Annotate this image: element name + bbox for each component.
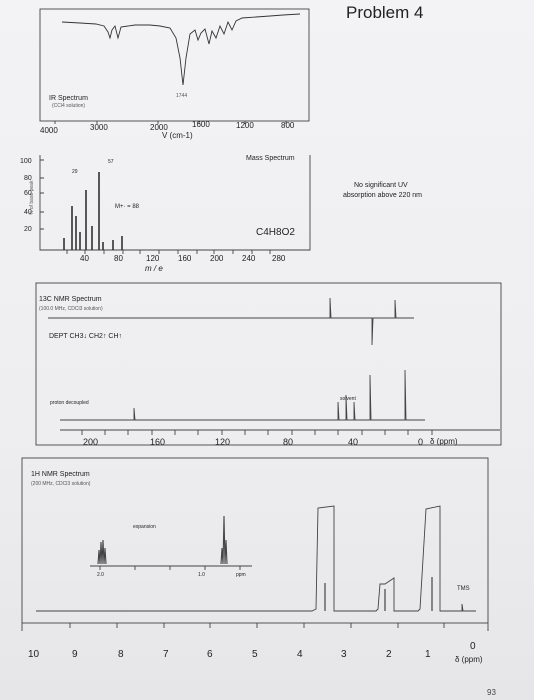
- page-number: 93: [487, 688, 496, 697]
- ir-label: IR Spectrum: [49, 95, 88, 102]
- ir-tick: 2000: [150, 123, 168, 132]
- ir-tick: 4000: [40, 126, 58, 135]
- c13-tick: 120: [215, 437, 231, 447]
- mass-frame: [39, 155, 311, 251]
- c13-tick: 0: [418, 437, 424, 447]
- c13-solvent: solvent: [340, 396, 356, 402]
- problem-title: Problem 4: [346, 3, 424, 22]
- c13-decoupled-trace: [60, 369, 425, 421]
- mass-y-tick: 80: [24, 175, 32, 182]
- h1-tick: 3: [341, 649, 347, 660]
- h1-tick: 10: [28, 649, 40, 660]
- mass-formula: C4H8O2: [256, 227, 295, 238]
- mass-x-tick: 160: [178, 254, 192, 263]
- ir-tick: 800: [281, 121, 295, 130]
- h1-tick: 8: [118, 649, 124, 660]
- mass-x-tick: 40: [80, 254, 89, 263]
- h1-inset-tick: 2.0: [97, 572, 104, 578]
- c13-tick: 200: [83, 437, 99, 447]
- mass-x-label: m / e: [145, 264, 163, 273]
- h1-tick: 0: [470, 641, 476, 652]
- h1-tick: 9: [72, 649, 78, 660]
- h1-main-trace: [36, 505, 476, 612]
- h1-label: 1H NMR Spectrum: [31, 471, 90, 478]
- mass-y-tick: 40: [24, 209, 32, 216]
- mass-peak-label: 57: [108, 159, 114, 165]
- mass-peaks: [63, 172, 123, 250]
- h1-tick: 7: [163, 649, 169, 660]
- h1-tick: 4: [297, 649, 303, 660]
- h1-inset-quartet: [97, 539, 107, 565]
- h1-conditions: (200 MHz, CDCl3 solution): [31, 481, 91, 487]
- c13-label: 13C NMR Spectrum: [39, 296, 102, 303]
- h1-peak-lines: [324, 577, 433, 611]
- ir-peak-label: 1744: [176, 93, 188, 99]
- ir-frame: [39, 8, 310, 122]
- mass-y-tick: 100: [20, 158, 32, 165]
- mass-molecular-ion: M+· = 88: [115, 204, 140, 210]
- mass-label: Mass Spectrum: [246, 155, 295, 162]
- ir-tick: 3000: [90, 123, 108, 132]
- c13-frame: [35, 282, 502, 446]
- ir-axis-label: V (cm-1): [162, 131, 193, 140]
- mass-peak-label: 29: [72, 169, 78, 175]
- h1-tick: 2: [386, 649, 392, 660]
- mass-y-tick: 20: [24, 226, 32, 233]
- mass-y-tick: 60: [24, 190, 32, 197]
- uv-note-line1: No significant UV: [354, 182, 408, 189]
- c13-tick: 160: [150, 437, 166, 447]
- ir-trace: [61, 13, 301, 86]
- mass-x-tick: 200: [210, 254, 224, 263]
- c13-dept: DEPT CH3↓ CH2↑ CH↑: [49, 333, 122, 340]
- h1-expansion: expansion: [133, 524, 156, 530]
- mass-y-axis-label: % of base peak: [29, 180, 35, 215]
- h1-tick: 1: [425, 649, 431, 660]
- ir-solvent: (CCl4 solution): [52, 103, 86, 109]
- h1-inset-triplet: [220, 515, 228, 565]
- c13-tick: 80: [283, 437, 294, 447]
- c13-conditions: (100.0 MHz, CDCl3 solution): [39, 306, 103, 312]
- h1-frame: [21, 457, 489, 624]
- mass-x-tick: 80: [114, 254, 123, 263]
- mass-x-tick: 280: [272, 254, 286, 263]
- h1-tms: TMS: [457, 586, 470, 592]
- h1-axis-unit: δ (ppm): [455, 655, 483, 664]
- h1-inset-unit: ppm: [236, 572, 246, 578]
- c13-dept-trace: [48, 297, 414, 346]
- mass-x-tick: 240: [242, 254, 256, 263]
- h1-tick: 5: [252, 649, 258, 660]
- c13-axis-unit: δ (ppm): [430, 437, 458, 446]
- h1-inset-tick: 1.0: [198, 572, 205, 578]
- c13-tick: 40: [348, 437, 359, 447]
- mass-x-tick: 120: [146, 254, 160, 263]
- ir-tick: 1200: [236, 121, 254, 130]
- h1-tick: 6: [207, 649, 213, 660]
- ir-tick: 1600: [192, 120, 210, 129]
- uv-note-line2: absorption above 220 nm: [343, 192, 422, 199]
- c13-proton-decoupled: proton decoupled: [50, 400, 89, 406]
